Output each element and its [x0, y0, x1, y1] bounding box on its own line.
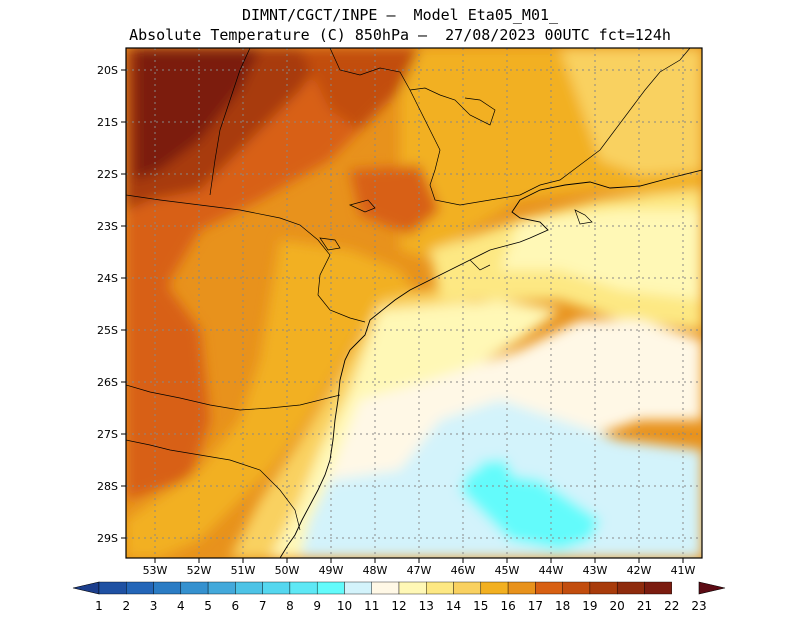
colorbar-label: 20: [610, 599, 625, 613]
grid-lines: [126, 48, 702, 558]
colorbar-swatch: [371, 581, 400, 595]
lon-label: 47W: [407, 564, 432, 577]
colorbar-swatch: [480, 581, 509, 595]
lat-label: 27S: [97, 428, 118, 441]
colorbar-max-arrow: [698, 581, 726, 595]
colorbar-label: 10: [337, 599, 352, 613]
colorbar-label: 4: [177, 599, 185, 613]
colorbar-swatch: [426, 581, 454, 595]
lon-label: 45W: [495, 564, 520, 577]
colorbar-label: 9: [313, 599, 321, 613]
colorbar-label: 8: [286, 599, 294, 613]
colorbar-swatch: [616, 581, 645, 595]
colorbar-label: 19: [582, 599, 597, 613]
state-borders: [126, 48, 691, 531]
colorbar-swatch: [207, 581, 236, 595]
colorbar-label: 6: [232, 599, 240, 613]
lon-label: 44W: [539, 564, 564, 577]
colorbar-label: 1: [95, 599, 103, 613]
colorbar-swatch: [644, 581, 672, 595]
colorbar-swatch: [535, 581, 563, 595]
colorbar-label: 18: [555, 599, 570, 613]
colorbar-label: 21: [637, 599, 652, 613]
lat-label: 28S: [97, 480, 118, 493]
lon-label: 46W: [451, 564, 476, 577]
colorbar-label: 7: [259, 599, 267, 613]
lon-label: 43W: [583, 564, 608, 577]
temperature-field: [126, 48, 702, 558]
colorbar-label: 13: [419, 599, 434, 613]
lat-label: 25S: [97, 324, 118, 337]
colorbar-swatch: [589, 581, 618, 595]
colorbar-label: 14: [446, 599, 461, 613]
lon-label: 52W: [187, 564, 212, 577]
colorbar: 1 2 3 4 5 6 7 8 9 10 11 12 13 14 15 16 17 18 19 20 21 22 23: [72, 581, 726, 613]
lon-label: 53W: [143, 564, 168, 577]
longitude-labels: 53W 52W 51W 50W 49W 48W 47W 46W 45W 44W 43W 42W 41W: [143, 564, 696, 577]
colorbar-label: 2: [122, 599, 130, 613]
lon-label: 50W: [275, 564, 300, 577]
lat-label: 22S: [97, 168, 118, 181]
lon-label: 48W: [363, 564, 388, 577]
colorbar-swatch: [507, 581, 536, 595]
colorbar-label: 16: [500, 599, 515, 613]
lon-label: 51W: [231, 564, 256, 577]
lat-label: 29S: [97, 532, 118, 545]
latitude-labels: 20S 21S 22S 23S 24S 25S 26S 27S 28S 29S: [97, 64, 118, 545]
colorbar-swatch: [453, 581, 482, 595]
lat-label: 21S: [97, 116, 118, 129]
colorbar-label: 22: [664, 599, 679, 613]
plot-frame: [125, 47, 703, 559]
colorbar-label: 15: [473, 599, 488, 613]
lon-label: 42W: [627, 564, 652, 577]
colorbar-swatch: [235, 581, 263, 595]
colorbar-swatch: [344, 581, 372, 595]
colorbar-swatch: [316, 581, 345, 595]
colorbar-label: 23: [691, 599, 706, 613]
colorbar-label: 12: [391, 599, 406, 613]
colorbar-swatch: [180, 581, 209, 595]
axis-ticks: [121, 69, 684, 563]
colorbar-swatch: [562, 581, 591, 595]
colorbar-swatch: [153, 581, 182, 595]
chart-title-line2: Absolute Temperature (C) 850hPa – 27/08/…: [129, 26, 671, 44]
lon-label: 49W: [319, 564, 344, 577]
lat-label: 24S: [97, 272, 118, 285]
colorbar-min-arrow: [72, 581, 100, 595]
colorbar-swatch: [289, 581, 318, 595]
colorbar-label: 5: [204, 599, 212, 613]
lat-label: 26S: [97, 376, 118, 389]
lat-label: 23S: [97, 220, 118, 233]
colorbar-swatch: [262, 581, 291, 595]
colorbar-label: 11: [364, 599, 379, 613]
colorbar-swatch: [98, 581, 127, 595]
colorbar-label: 17: [528, 599, 543, 613]
colorbar-label: 3: [150, 599, 158, 613]
colorbar-swatch: [398, 581, 427, 595]
coastline: [279, 169, 702, 558]
colorbar-swatch: [126, 581, 154, 595]
lon-label: 41W: [671, 564, 696, 577]
chart-title-line1: DIMNT/CGCT/INPE – Model Eta05_M01_: [241, 6, 559, 24]
lat-label: 20S: [97, 64, 118, 77]
